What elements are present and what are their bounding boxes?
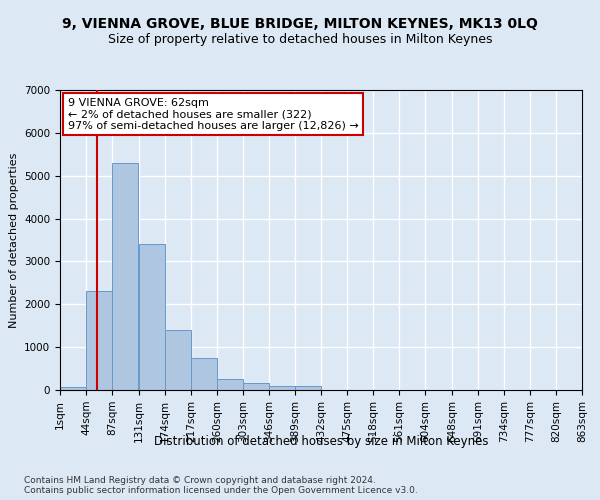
Text: Contains HM Land Registry data © Crown copyright and database right 2024.
Contai: Contains HM Land Registry data © Crown c… <box>24 476 418 495</box>
Text: 9, VIENNA GROVE, BLUE BRIDGE, MILTON KEYNES, MK13 0LQ: 9, VIENNA GROVE, BLUE BRIDGE, MILTON KEY… <box>62 18 538 32</box>
Bar <box>112 163 138 390</box>
Bar <box>139 244 165 390</box>
Bar <box>86 292 112 390</box>
Bar <box>191 358 217 390</box>
Text: 9 VIENNA GROVE: 62sqm
← 2% of detached houses are smaller (322)
97% of semi-deta: 9 VIENNA GROVE: 62sqm ← 2% of detached h… <box>68 98 359 130</box>
Text: Distribution of detached houses by size in Milton Keynes: Distribution of detached houses by size … <box>154 435 488 448</box>
Bar <box>60 386 86 390</box>
Text: Size of property relative to detached houses in Milton Keynes: Size of property relative to detached ho… <box>108 32 492 46</box>
Bar <box>217 380 243 390</box>
Bar <box>243 382 269 390</box>
Y-axis label: Number of detached properties: Number of detached properties <box>8 152 19 328</box>
Bar <box>269 386 295 390</box>
Bar <box>295 386 321 390</box>
Bar <box>165 330 191 390</box>
